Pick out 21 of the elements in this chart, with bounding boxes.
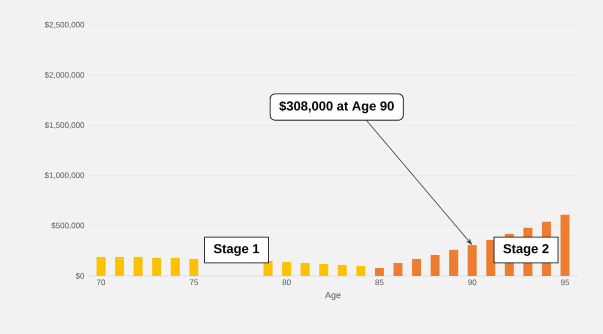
bar xyxy=(189,258,198,276)
bar xyxy=(430,254,440,276)
annotation: $308,000 at Age 90 xyxy=(279,100,394,114)
bar xyxy=(152,258,162,276)
bar xyxy=(96,256,106,276)
bar xyxy=(282,262,292,276)
bar xyxy=(449,250,458,276)
bar xyxy=(338,264,347,276)
bar xyxy=(374,268,384,276)
bar xyxy=(115,256,124,276)
bar xyxy=(134,256,143,276)
annotation: Stage 1 xyxy=(214,244,260,256)
bar xyxy=(300,262,310,276)
bar xyxy=(356,266,366,276)
bar xyxy=(170,258,180,276)
annotation: Stage 2 xyxy=(503,244,549,256)
bar xyxy=(412,258,422,276)
x-axis-title: Age xyxy=(325,292,341,300)
bar xyxy=(393,262,402,276)
bar xyxy=(319,264,328,276)
bar xyxy=(560,214,570,276)
